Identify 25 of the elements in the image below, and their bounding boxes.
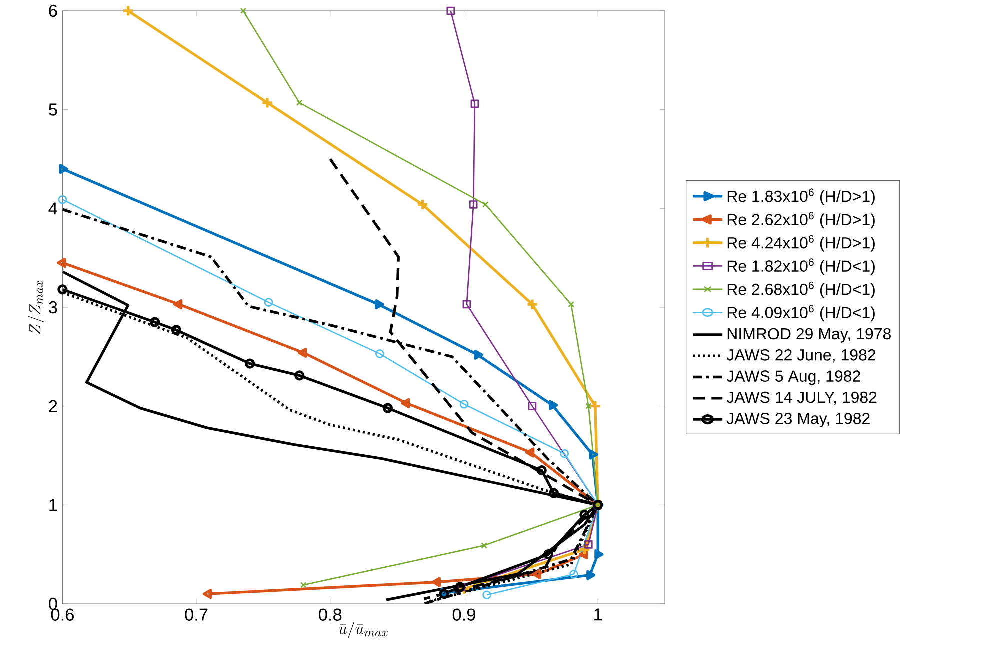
x-tick-label: 0.6 xyxy=(51,608,74,621)
y-tick-label: 3 xyxy=(49,301,58,314)
legend-label: Re 1.82x10$^{6}$ (H/D<1) xyxy=(728,258,875,276)
y-tick-label: 6 xyxy=(49,4,58,18)
legend-label: JAWS 22 June, 1982 xyxy=(726,350,876,363)
y-tick-label: 2 xyxy=(49,400,58,412)
legend-label: Re 2.62x10$^{6}$ (H/D>1) xyxy=(728,212,875,229)
legend-label: Re 2.68x10$^{6}$ (H/D<1) xyxy=(728,282,875,298)
y-axis-title: $Z/Z_{max}$ xyxy=(28,280,45,334)
y-tick-label: 5 xyxy=(49,104,58,116)
y-tick-label: 1 xyxy=(50,499,58,512)
x-tick-label: 1 xyxy=(594,608,602,621)
legend-label: JAWS 23 May, 1982 xyxy=(726,413,870,428)
x-tick-label: 0.7 xyxy=(185,608,208,621)
x-axis-title: $\bar{u}/\bar{u}_{max}$ xyxy=(338,622,388,638)
legend-label: Re 4.09x10$^{6}$ (H/D<1) xyxy=(728,305,875,322)
legend-label: JAWS 14 JULY, 1982 xyxy=(726,392,877,406)
y-tick-label: 4 xyxy=(48,202,58,215)
x-tick-label: 0.9 xyxy=(452,608,476,621)
legend-label: JAWS 5 Aug, 1982 xyxy=(726,370,860,386)
legend-label: Re 1.83x10$^{6}$ (H/D>1) xyxy=(728,188,875,206)
x-tick-label: 0.8 xyxy=(319,608,342,621)
legend-label: Re 4.24x10$^{6}$ (H/D>1) xyxy=(728,235,875,252)
legend-label: NIMROD 29 May, 1978 xyxy=(728,328,891,343)
y-tick-label: 0 xyxy=(49,598,58,610)
